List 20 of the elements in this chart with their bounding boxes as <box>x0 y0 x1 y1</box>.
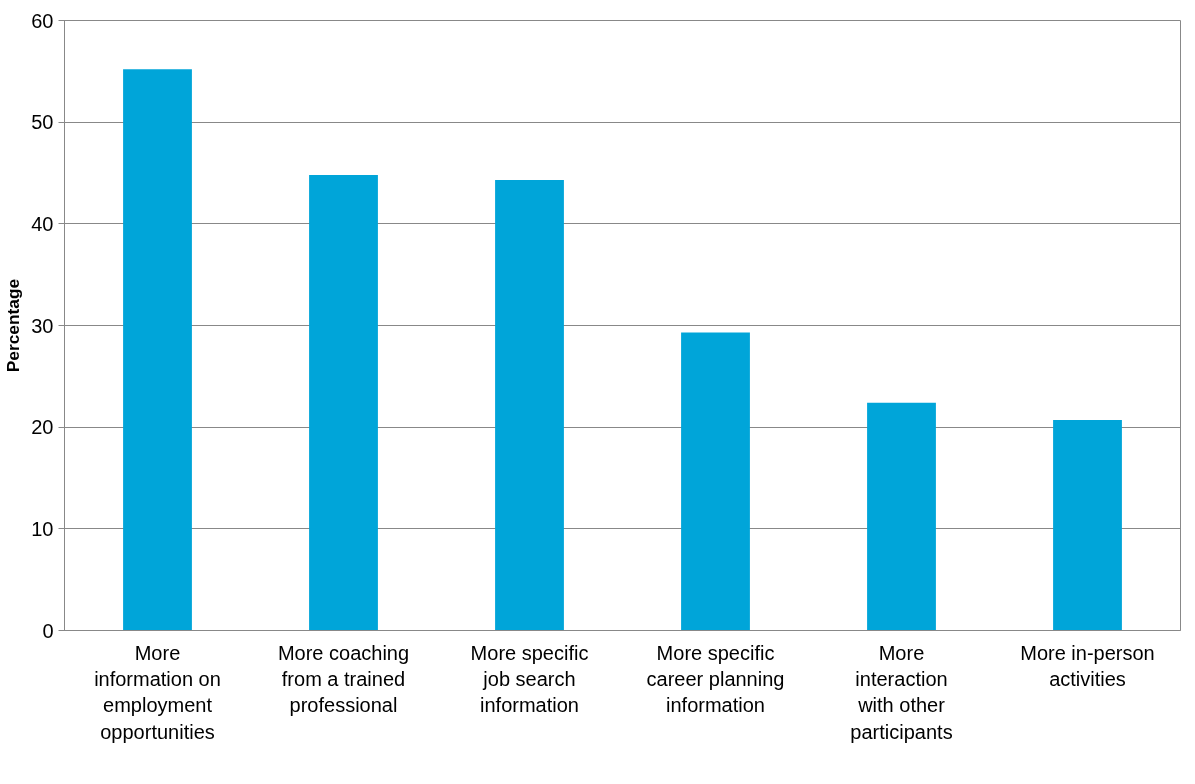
y-tick-label: 0 <box>42 619 54 642</box>
x-tick-label: More information on employment opportunities <box>94 641 221 743</box>
y-axis-title: Percentage <box>3 278 24 373</box>
bar <box>681 332 750 631</box>
x-tick-label: More specific career planning information <box>646 641 785 717</box>
bar <box>1053 420 1122 631</box>
y-tick-label: 30 <box>31 314 54 337</box>
x-tick-label: More coaching from a trained professional <box>277 641 410 717</box>
bar <box>123 69 192 631</box>
y-tick-label: 10 <box>31 517 54 540</box>
y-tick-label: 40 <box>31 212 54 235</box>
bar <box>495 180 564 631</box>
x-tick-label: More interaction with other participants <box>850 641 953 743</box>
x-tick-label: More specific job search information <box>470 641 589 717</box>
y-tick-label: 60 <box>31 9 54 32</box>
x-tick-label: More in-person activities <box>1020 641 1155 690</box>
bar <box>309 175 378 631</box>
bar <box>867 402 936 631</box>
y-tick-label: 20 <box>31 416 54 439</box>
y-tick-label: 50 <box>31 111 54 134</box>
